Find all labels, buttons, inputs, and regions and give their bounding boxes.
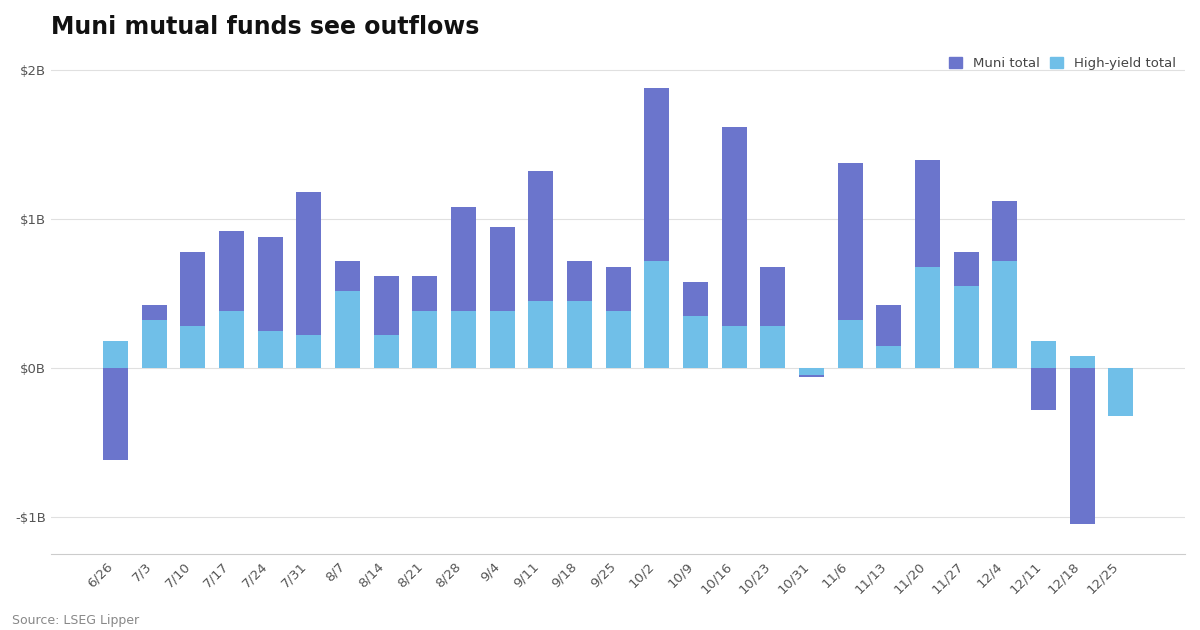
Bar	[838, 163, 863, 368]
Bar	[683, 282, 708, 368]
Bar	[413, 311, 438, 368]
Bar	[606, 311, 631, 368]
Bar	[644, 88, 670, 368]
Bar	[799, 368, 824, 377]
Text: Source: LSEG Lipper: Source: LSEG Lipper	[12, 614, 139, 627]
Bar	[566, 261, 592, 368]
Bar	[954, 252, 979, 368]
Bar	[413, 276, 438, 368]
Bar	[451, 311, 476, 368]
Bar	[644, 261, 670, 368]
Bar	[335, 261, 360, 368]
Bar	[914, 266, 940, 368]
Bar	[992, 201, 1018, 368]
Bar	[373, 335, 398, 368]
Bar	[142, 321, 167, 368]
Bar	[296, 192, 322, 368]
Bar	[1109, 368, 1134, 386]
Bar	[761, 266, 786, 368]
Text: Muni mutual funds see outflows: Muni mutual funds see outflows	[52, 15, 480, 39]
Bar	[721, 326, 746, 368]
Bar	[1031, 341, 1056, 368]
Bar	[103, 368, 128, 461]
Bar	[258, 331, 283, 368]
Bar	[451, 207, 476, 368]
Bar	[490, 311, 515, 368]
Bar	[296, 335, 322, 368]
Bar	[1069, 356, 1094, 368]
Bar	[373, 276, 398, 368]
Bar	[180, 252, 205, 368]
Bar	[914, 159, 940, 368]
Bar	[606, 266, 631, 368]
Bar	[566, 301, 592, 368]
Legend: Muni total, High-yield total: Muni total, High-yield total	[946, 54, 1178, 73]
Bar	[1031, 368, 1056, 410]
Bar	[876, 346, 901, 368]
Bar	[103, 341, 128, 368]
Bar	[1069, 368, 1094, 524]
Bar	[799, 368, 824, 375]
Bar	[528, 301, 553, 368]
Bar	[142, 306, 167, 368]
Bar	[683, 316, 708, 368]
Bar	[335, 290, 360, 368]
Bar	[218, 311, 244, 368]
Bar	[1109, 368, 1134, 416]
Bar	[218, 231, 244, 368]
Bar	[992, 261, 1018, 368]
Bar	[721, 127, 746, 368]
Bar	[876, 306, 901, 368]
Bar	[954, 286, 979, 368]
Bar	[838, 321, 863, 368]
Bar	[761, 326, 786, 368]
Bar	[258, 237, 283, 368]
Bar	[528, 171, 553, 368]
Bar	[490, 227, 515, 368]
Bar	[180, 326, 205, 368]
